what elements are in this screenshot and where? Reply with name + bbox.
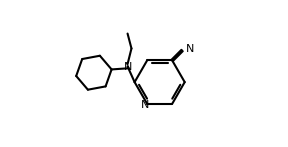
Text: N: N <box>185 44 194 54</box>
Text: N: N <box>141 100 149 110</box>
Text: N: N <box>124 62 132 72</box>
